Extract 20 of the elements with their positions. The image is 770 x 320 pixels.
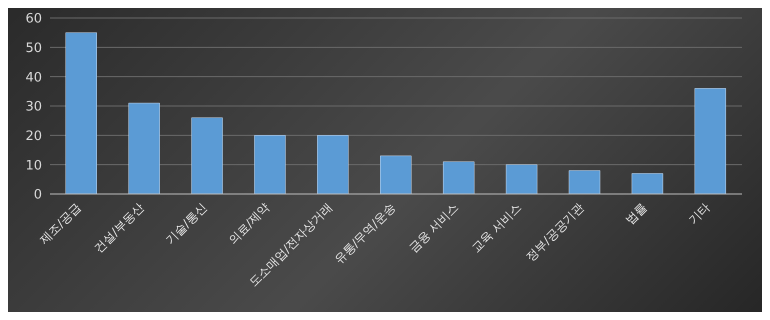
- bar: [506, 164, 538, 194]
- bar: [632, 173, 664, 194]
- bar: [694, 88, 726, 194]
- x-tick-label: 법률: [622, 200, 650, 228]
- y-tick-label: 40: [25, 70, 42, 86]
- bar: [380, 156, 412, 194]
- y-tick-label: 50: [25, 40, 42, 56]
- bar: [191, 117, 223, 194]
- bar: [65, 32, 97, 194]
- bar: [254, 135, 286, 194]
- x-tick-label: 기타: [686, 200, 713, 228]
- bar: [568, 170, 600, 194]
- bar: [128, 102, 160, 194]
- y-tick-label: 30: [25, 100, 42, 115]
- y-tick-label: 0: [34, 188, 42, 203]
- bar: [317, 135, 349, 194]
- y-tick-label: 60: [25, 12, 42, 27]
- bar: [442, 161, 474, 194]
- y-tick-label: 20: [25, 128, 42, 144]
- y-tick-label: 10: [25, 158, 42, 174]
